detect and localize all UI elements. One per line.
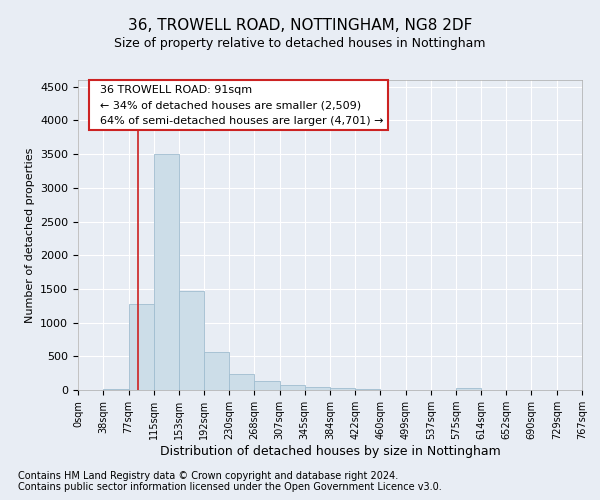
Text: Contains HM Land Registry data © Crown copyright and database right 2024.: Contains HM Land Registry data © Crown c… (18, 471, 398, 481)
X-axis label: Distribution of detached houses by size in Nottingham: Distribution of detached houses by size … (160, 445, 500, 458)
Bar (128, 304, 154, 390)
Bar (154, 154, 179, 390)
Bar (331, 388, 355, 390)
Bar (179, 291, 204, 390)
Bar (254, 381, 280, 390)
Bar (204, 352, 229, 390)
Text: 36 TROWELL ROAD: 91sqm
  ← 34% of detached houses are smaller (2,509)
  64% of s: 36 TROWELL ROAD: 91sqm ← 34% of detached… (93, 84, 383, 126)
Y-axis label: Number of detached properties: Number of detached properties (25, 148, 35, 322)
Bar (305, 386, 331, 390)
Text: Size of property relative to detached houses in Nottingham: Size of property relative to detached ho… (114, 38, 486, 51)
Text: 36, TROWELL ROAD, NOTTINGHAM, NG8 2DF: 36, TROWELL ROAD, NOTTINGHAM, NG8 2DF (128, 18, 472, 32)
Text: Contains public sector information licensed under the Open Government Licence v3: Contains public sector information licen… (18, 482, 442, 492)
Bar (456, 388, 481, 390)
Bar (229, 374, 254, 390)
Bar (280, 385, 305, 390)
